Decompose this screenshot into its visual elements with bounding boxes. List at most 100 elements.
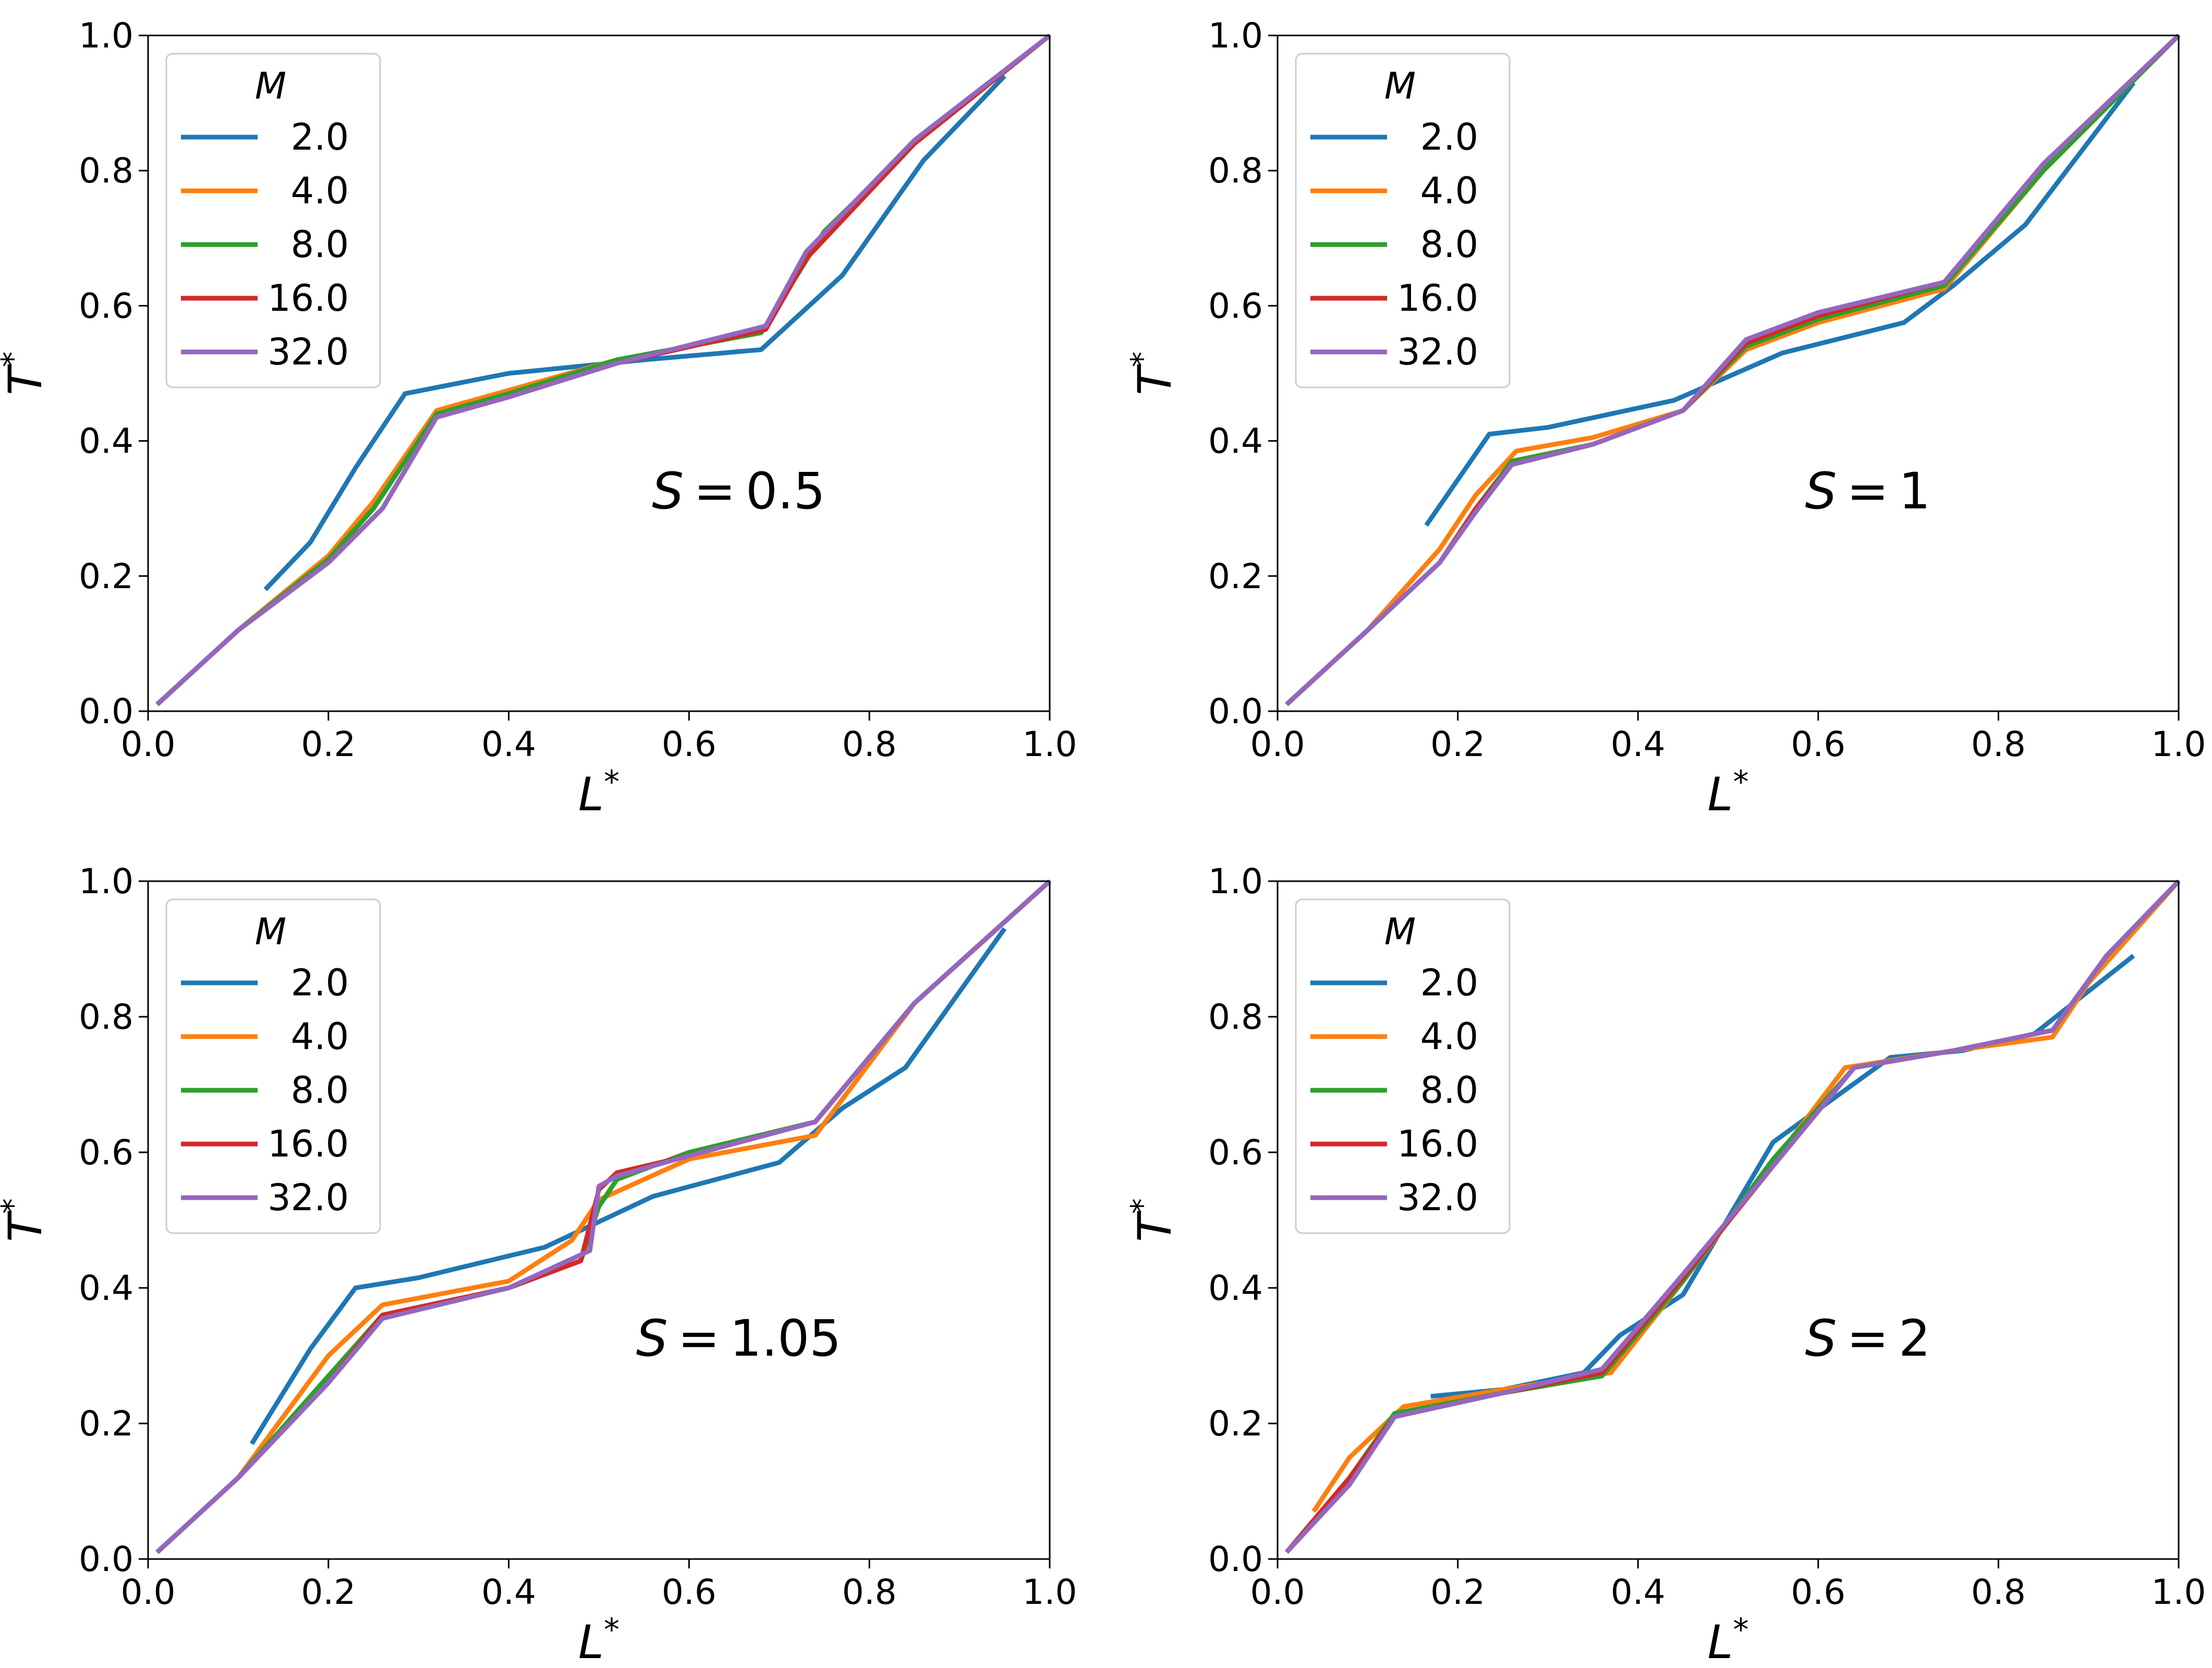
x-tick-label: 0.0 [1250, 724, 1305, 764]
y-tick-label: 1.0 [79, 861, 133, 902]
y-tick-label: 0.0 [1208, 1539, 1263, 1579]
panel-top-right: 0.0 0.2 0.4 0.6 0.8 1.00.00.20.40.60.81.0L*T*… [1124, 16, 2206, 821]
y-tick-label: 0.8 [1208, 151, 1263, 191]
s-annotation-symbol: S [1805, 1309, 1837, 1368]
legend-label-m-8-0: 8.0 [1420, 1069, 1478, 1112]
legend-label-m-32-0: 32.0 [268, 1176, 349, 1219]
y-axis-label: T* [0, 1198, 52, 1242]
y-tick-label: 0.0 [1208, 691, 1263, 732]
legend-label-m-2-0: 2.0 [1420, 116, 1478, 159]
legend-title: M [255, 65, 286, 107]
s-annotation-equals: = [668, 1309, 730, 1368]
series-line-m-4-0 [155, 879, 1052, 1554]
y-axis-label: T* [1124, 351, 1182, 395]
x-tick-label: 0.2 [1430, 724, 1485, 764]
y-axis-label-superscript: * [1124, 351, 1161, 367]
s-annotation-symbol: S [636, 1309, 668, 1368]
y-tick-label: 0.8 [1208, 997, 1263, 1037]
y-tick-label: 0.2 [1208, 1404, 1263, 1444]
y-tick-label: 0.6 [1208, 286, 1263, 326]
x-axis-label-main: L [1707, 1615, 1733, 1668]
legend-label-m-4-0: 4.0 [1420, 169, 1478, 212]
y-tick-label: 0.8 [79, 151, 133, 191]
y-tick-label: 0.0 [79, 1539, 133, 1579]
series-line-m-32-0 [1285, 879, 2181, 1554]
legend-label-m-32-0: 32.0 [1397, 1176, 1478, 1219]
x-tick-label: 0.8 [842, 1572, 897, 1612]
legend-title: M [1384, 65, 1416, 107]
y-tick-label: 0.4 [1208, 1268, 1263, 1308]
y-axis-label: T* [0, 351, 52, 395]
x-axis-label: L* [578, 764, 619, 821]
y-axis-label-main: T [1128, 364, 1182, 395]
x-tick-label: 0.6 [1791, 724, 1845, 764]
legend: M2.0 4.0 8.0 16.0 32.0 [1295, 898, 1511, 1234]
x-tick-label: 0.0 [121, 724, 176, 764]
plot-frame [1277, 880, 2180, 1560]
y-tick-label: 0.2 [79, 1404, 133, 1444]
series-line-m-32-0 [1285, 33, 2181, 707]
s-value-annotation: S = 1 [1805, 462, 1930, 520]
x-axis-label-main: L [1707, 768, 1733, 821]
x-axis-label: L* [1707, 764, 1748, 821]
x-tick-label: 0.4 [1611, 1572, 1666, 1612]
y-tick-label: 0.4 [79, 1268, 133, 1308]
legend-label-m-16-0: 16.0 [1397, 277, 1478, 320]
y-axis-label-superscript: * [0, 351, 31, 367]
y-tick-label: 0.4 [1208, 421, 1263, 461]
x-tick-label: 0.8 [842, 724, 897, 764]
y-tick-label: 0.2 [1208, 556, 1263, 596]
y-tick-label: 1.0 [1208, 16, 1263, 56]
series-line-m-2-0 [1424, 81, 2136, 527]
s-value-annotation: S = 2 [1805, 1309, 1930, 1368]
y-tick-label: 0.0 [79, 691, 133, 732]
panel-top-left: 0.00.20.40.60.81.00.00.20.40.60.81.0L*T*… [0, 16, 1077, 821]
x-tick-label: 0.6 [662, 724, 716, 764]
x-axis-label-superscript: * [1733, 1612, 1749, 1648]
legend-label-m-4-0: 4.0 [1420, 1015, 1478, 1058]
legend-title: M [255, 910, 286, 953]
x-tick-label: 0.2 [1430, 1572, 1485, 1612]
y-axis-label-superscript: * [1124, 1198, 1161, 1214]
series-line-m-2-0 [1430, 954, 2135, 1399]
y-tick-label: 0.6 [1208, 1133, 1263, 1173]
x-tick-label: 1.0 [2152, 724, 2206, 764]
y-tick-label: 1.0 [1208, 861, 1263, 902]
x-tick-label: 1.0 [1023, 724, 1077, 764]
s-annotation-value: 0.5 [746, 462, 825, 520]
legend-label-m-32-0: 32.0 [1397, 331, 1478, 373]
y-axis-label-main: T [0, 1211, 52, 1242]
y-axis-label-superscript: * [0, 1198, 31, 1214]
legend: M2.0 4.0 8.0 16.0 32.0 [165, 898, 381, 1234]
y-tick-label: 1.0 [79, 16, 133, 56]
plot-frame [1277, 34, 2180, 712]
x-tick-label: 0.4 [481, 1572, 536, 1612]
x-tick-label: 0.4 [1611, 724, 1666, 764]
y-tick-label: 0.8 [79, 997, 133, 1037]
x-tick-label: 0.0 [121, 1572, 176, 1612]
s-annotation-equals: = [684, 462, 746, 520]
x-tick-label: 0.8 [1971, 1572, 2026, 1612]
x-tick-label: 0.6 [662, 1572, 716, 1612]
x-axis-label-superscript: * [604, 764, 619, 800]
s-annotation-equals: = [1837, 1309, 1899, 1368]
legend-label-m-8-0: 8.0 [291, 223, 349, 266]
s-annotation-symbol: S [1805, 462, 1837, 520]
x-axis-label-main: L [578, 768, 604, 821]
legend-label-m-4-0: 4.0 [291, 169, 349, 212]
x-axis-label-main: L [578, 1615, 604, 1668]
y-tick-label: 0.4 [79, 421, 133, 461]
series-line-m-2-0 [263, 74, 1006, 591]
x-tick-label: 0.2 [301, 724, 356, 764]
s-value-annotation: S = 0.5 [652, 462, 825, 520]
x-tick-label: 0.4 [481, 724, 536, 764]
x-axis-label: L* [1707, 1612, 1748, 1668]
series-line-m-2-0 [249, 927, 1007, 1445]
s-annotation-value: 2 [1899, 1309, 1930, 1368]
plot-frame [147, 34, 1051, 712]
series-line-m-32-0 [155, 879, 1052, 1554]
plot-frame [147, 880, 1051, 1560]
s-annotation-value: 1.05 [730, 1309, 841, 1368]
x-tick-label: 0.2 [301, 1572, 356, 1612]
y-axis-label-main: T [1128, 1211, 1182, 1242]
